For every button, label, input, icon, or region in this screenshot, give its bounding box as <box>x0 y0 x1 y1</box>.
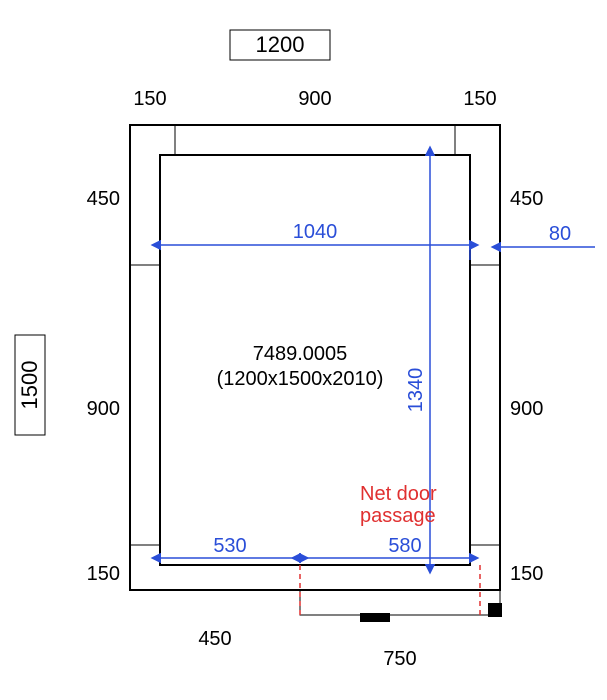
split-label-right: 580 <box>388 535 421 557</box>
product-size: (1200x1500x2010) <box>217 368 384 390</box>
door-note-2: passage <box>360 505 436 527</box>
door-note-1: Net door <box>360 483 437 505</box>
left-dim-middle: 900 <box>87 398 120 420</box>
top-dim-right: 150 <box>463 88 496 110</box>
top-dim-left: 150 <box>133 88 166 110</box>
door-slab <box>300 590 500 615</box>
door-handle-1 <box>360 613 390 622</box>
inner-width-label: 1040 <box>293 221 338 243</box>
bottom-dim-right: 750 <box>383 648 416 670</box>
offset-label: 80 <box>549 223 571 245</box>
title-box-label: 1200 <box>256 32 305 57</box>
split-label-left: 530 <box>213 535 246 557</box>
inner-height-label: 1340 <box>405 368 427 413</box>
right-dim-bottom: 150 <box>510 563 543 585</box>
product-code: 7489.0005 <box>253 343 348 365</box>
right-dim-top: 450 <box>510 188 543 210</box>
left-dim-bottom: 150 <box>87 563 120 585</box>
right-dim-middle: 900 <box>510 398 543 420</box>
left-dim-top: 450 <box>87 188 120 210</box>
bottom-dim-left: 450 <box>198 628 231 650</box>
side-box-label: 1500 <box>17 361 42 410</box>
door-handle-2 <box>488 603 502 617</box>
top-dim-middle: 900 <box>298 88 331 110</box>
